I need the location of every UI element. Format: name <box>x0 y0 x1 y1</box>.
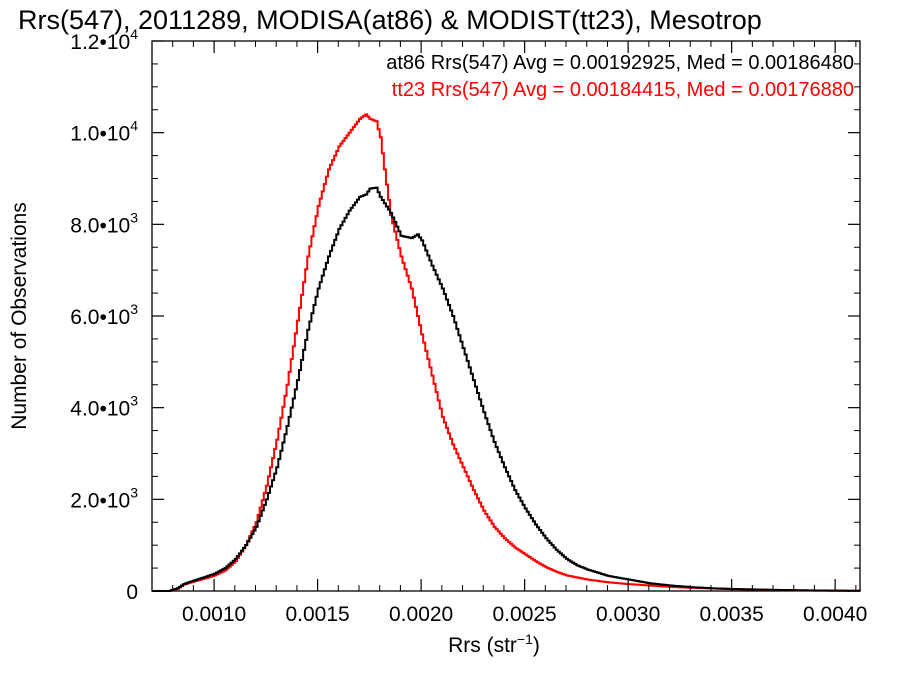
y-tick-label: 2.0•103 <box>70 484 138 512</box>
chart-title: Rrs(547), 2011289, MODISA(at86) & MODIST… <box>18 5 762 35</box>
series-layer <box>152 113 861 592</box>
x-tick-label: 0.0025 <box>493 603 557 626</box>
x-axis-label-exponent: −1 <box>517 631 533 647</box>
y-tick-label: 8.0•103 <box>70 209 138 237</box>
x-tick-label: 0.0015 <box>285 603 349 626</box>
stats-line-at86: at86 Rrs(547) Avg = 0.00192925, Med = 0.… <box>386 52 854 74</box>
stats-line-tt23: tt23 Rrs(547) Avg = 0.00184415, Med = 0.… <box>392 79 854 101</box>
x-axis-label-base: Rrs (str <box>448 634 517 657</box>
x-axis-label-close: ) <box>533 634 540 657</box>
y-tick-label: 1.2•104 <box>70 26 138 54</box>
x-tick-label: 0.0040 <box>803 603 867 626</box>
x-tick-label: 0.0030 <box>596 603 660 626</box>
x-tick-label: 0.0010 <box>182 603 246 626</box>
y-axis-label: Number of Observations <box>8 202 31 430</box>
x-tick-label: 0.0035 <box>700 603 764 626</box>
x-tick-label: 0.0020 <box>389 603 453 626</box>
series-line-0 <box>152 186 861 592</box>
y-tick-label: 0 <box>126 581 138 604</box>
y-tick-label: 1.0•104 <box>70 118 138 146</box>
y-tick-label: 6.0•103 <box>70 301 138 329</box>
x-axis-label: Rrs (str−1) <box>448 631 540 657</box>
y-tick-label: 4.0•103 <box>70 393 138 421</box>
tick-layer: 0.0010 0.0015 0.0020 0.0025 0.0030 0.0035 0.00… <box>70 26 867 626</box>
